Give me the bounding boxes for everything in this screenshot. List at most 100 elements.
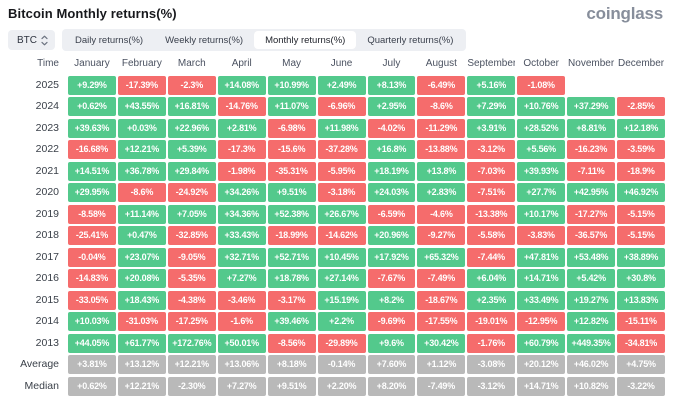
return-cell: -14.83% bbox=[68, 269, 116, 288]
return-cell: -14.76% bbox=[217, 97, 266, 116]
return-cell: -7.49% bbox=[417, 269, 466, 288]
return-cell: -16.68% bbox=[68, 140, 116, 159]
return-cell: +61.77% bbox=[117, 333, 166, 353]
return-cell: +20.08% bbox=[117, 269, 166, 288]
return-cell: +34.26% bbox=[217, 183, 266, 202]
return-cell: -18.67% bbox=[417, 290, 466, 310]
return-cell: +3.81% bbox=[68, 355, 116, 374]
return-cell: -3.12% bbox=[467, 140, 516, 159]
return-cell: +5.16% bbox=[467, 75, 516, 95]
return-cell: +33.43% bbox=[217, 226, 266, 245]
table-row-2018: 2018 -25.41% +0.47% -32.85% +33.43% -18.99% -1… bbox=[8, 226, 665, 245]
table-row-2025: 2025 +9.29% -17.39% -2.3% +14.08% +10.99% +2.4… bbox=[8, 75, 665, 95]
return-cell: +12.18% bbox=[617, 118, 665, 138]
return-cell: +29.84% bbox=[167, 161, 216, 181]
column-header-october: October bbox=[523, 58, 559, 69]
tab-weekly-returns[interactable]: Weekly returns(%) bbox=[154, 31, 254, 49]
return-cell: -1.98% bbox=[217, 161, 266, 181]
return-cell: -14.62% bbox=[317, 226, 366, 245]
column-header-may: May bbox=[282, 58, 302, 69]
returns-period-tabs: Daily returns(%) Weekly returns(%) Monthly… bbox=[62, 29, 467, 51]
column-header-january: January bbox=[74, 58, 110, 69]
column-header-june: June bbox=[330, 58, 353, 69]
return-cell: -37.28% bbox=[317, 140, 366, 159]
return-cell: -36.57% bbox=[567, 226, 616, 245]
return-cell: +2.95% bbox=[367, 97, 416, 116]
return-cell: -9.05% bbox=[167, 247, 216, 267]
return-cell: +15.19% bbox=[317, 290, 366, 310]
return-cell: +20.12% bbox=[517, 355, 566, 374]
row-label: 2021 bbox=[35, 164, 59, 177]
table-row-2016: 2016 -14.83% +20.08% -5.35% +7.27% +18.78% +27… bbox=[8, 269, 665, 288]
return-cell: -11.29% bbox=[417, 118, 466, 138]
return-cell: +8.13% bbox=[367, 75, 416, 95]
return-cell: -1.08% bbox=[517, 75, 566, 95]
return-cell: -6.59% bbox=[367, 204, 416, 224]
table-header-row: Time January February March April May June July… bbox=[8, 56, 665, 73]
return-cell: -5.95% bbox=[317, 161, 366, 181]
return-cell: +39.93% bbox=[517, 161, 566, 181]
coin-selector-label: BTC bbox=[17, 34, 37, 46]
return-cell: -4.6% bbox=[417, 204, 466, 224]
table-row-2014: 2014 +10.03% -31.03% -17.25% -1.6% +39.46% +2.… bbox=[8, 312, 665, 331]
return-cell: +12.82% bbox=[567, 312, 616, 331]
return-cell: -3.08% bbox=[467, 355, 516, 374]
return-cell: +9.6% bbox=[367, 333, 416, 353]
tab-quarterly-returns[interactable]: Quarterly returns(%) bbox=[356, 31, 464, 49]
return-cell: -15.11% bbox=[617, 312, 665, 331]
return-cell: +2.81% bbox=[217, 118, 266, 138]
return-cell: +38.89% bbox=[617, 247, 665, 267]
return-cell: +34.36% bbox=[217, 204, 266, 224]
controls-bar: BTC Daily returns(%) Weekly returns(%) Mon… bbox=[8, 29, 665, 51]
tab-monthly-returns[interactable]: Monthly returns(%) bbox=[254, 31, 357, 49]
column-header-november: November bbox=[568, 58, 615, 69]
return-cell: +14.51% bbox=[68, 161, 116, 181]
return-cell: +6.04% bbox=[467, 269, 516, 288]
empty-cell bbox=[617, 76, 665, 95]
return-cell: +28.52% bbox=[517, 118, 566, 138]
return-cell: +60.79% bbox=[517, 333, 566, 353]
return-cell: +10.82% bbox=[567, 376, 616, 396]
updown-chevron-icon bbox=[41, 35, 48, 46]
return-cell: +13.8% bbox=[417, 161, 466, 181]
return-cell: -5.15% bbox=[617, 226, 665, 245]
return-cell: -2.30% bbox=[167, 376, 216, 396]
table-row-2023: 2023 +39.63% +0.03% +22.96% +2.81% -6.98% +11.… bbox=[8, 118, 665, 138]
return-cell: +0.03% bbox=[117, 118, 166, 138]
return-cell: +7.27% bbox=[217, 376, 266, 396]
return-cell: +13.06% bbox=[217, 355, 266, 374]
return-cell: +16.81% bbox=[167, 97, 216, 116]
return-cell: -3.83% bbox=[517, 226, 566, 245]
return-cell: +14.71% bbox=[517, 376, 566, 396]
return-cell: -18.99% bbox=[267, 226, 316, 245]
row-label: 2019 bbox=[35, 207, 59, 220]
return-cell: -16.23% bbox=[567, 140, 616, 159]
table-row-2019: 2019 -8.58% +11.14% +7.05% +34.36% +52.38% +26… bbox=[8, 204, 665, 224]
return-cell: +10.17% bbox=[517, 204, 566, 224]
table-row-2021: 2021 +14.51% +36.78% +29.84% -1.98% -35.31% -5… bbox=[8, 161, 665, 181]
return-cell: +2.35% bbox=[467, 290, 516, 310]
return-cell: -8.58% bbox=[68, 204, 116, 224]
coin-selector[interactable]: BTC bbox=[8, 30, 55, 50]
return-cell: +18.43% bbox=[117, 290, 166, 310]
return-cell: +39.63% bbox=[68, 118, 116, 138]
return-cell: +11.98% bbox=[317, 118, 366, 138]
return-cell: +30.42% bbox=[417, 333, 466, 353]
return-cell: -3.17% bbox=[267, 290, 316, 310]
return-cell: -0.14% bbox=[317, 355, 366, 374]
page-title: Bitcoin Monthly returns(%) bbox=[8, 6, 177, 21]
return-cell: -6.49% bbox=[417, 75, 466, 95]
return-cell: -2.3% bbox=[167, 75, 216, 95]
return-cell: +20.96% bbox=[367, 226, 416, 245]
monthly-returns-table: Time January February March April May June July… bbox=[8, 56, 665, 396]
return-cell: +11.07% bbox=[267, 97, 316, 116]
table-row-2013: 2013 +44.05% +61.77% +172.76% +50.01% -8.56% -… bbox=[8, 333, 665, 353]
return-cell: +9.51% bbox=[267, 376, 316, 396]
tab-daily-returns[interactable]: Daily returns(%) bbox=[64, 31, 154, 49]
return-cell: +12.21% bbox=[117, 376, 166, 396]
return-cell: +14.08% bbox=[217, 75, 266, 95]
return-cell: -18.9% bbox=[617, 161, 665, 181]
return-cell: +18.78% bbox=[267, 269, 316, 288]
return-cell: -4.02% bbox=[367, 118, 416, 138]
